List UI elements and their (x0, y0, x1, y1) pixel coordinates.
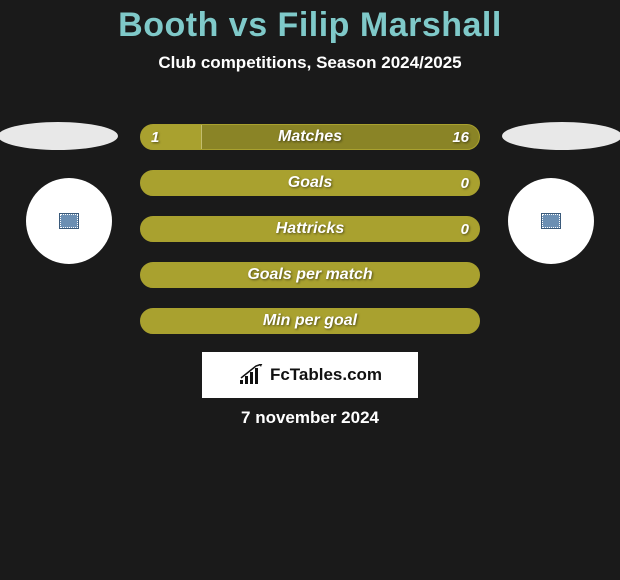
right-player-ellipse (502, 122, 620, 150)
stat-bar-row: Goals0 (140, 170, 480, 196)
bar-label: Min per goal (141, 309, 479, 333)
logo-box: FcTables.com (202, 352, 418, 398)
bar-label: Goals per match (141, 263, 479, 287)
page-title: Booth vs Filip Marshall (0, 0, 620, 45)
subtitle: Club competitions, Season 2024/2025 (0, 53, 620, 73)
bar-value-left: 1 (151, 125, 159, 149)
date-label: 7 november 2024 (0, 408, 620, 428)
placeholder-badge-icon (542, 214, 560, 228)
bar-value-right: 16 (452, 125, 469, 149)
bar-label: Matches (141, 125, 479, 149)
left-player-ellipse (0, 122, 118, 150)
fctables-logo-icon (238, 364, 266, 386)
stat-bars: Matches116Goals0Hattricks0Goals per matc… (140, 124, 480, 354)
stat-bar-row: Min per goal (140, 308, 480, 334)
stat-bar-row: Goals per match (140, 262, 480, 288)
right-player-avatar (508, 178, 594, 264)
stat-bar-row: Matches1 16 (140, 124, 480, 150)
bar-label: Hattricks (141, 217, 479, 241)
bar-label: Goals (141, 171, 479, 195)
placeholder-badge-icon (60, 214, 78, 228)
logo-text: FcTables.com (270, 365, 382, 385)
bar-value-right: 0 (461, 171, 469, 195)
stat-bar-row: Hattricks0 (140, 216, 480, 242)
bar-value-right: 0 (461, 217, 469, 241)
left-player-avatar (26, 178, 112, 264)
